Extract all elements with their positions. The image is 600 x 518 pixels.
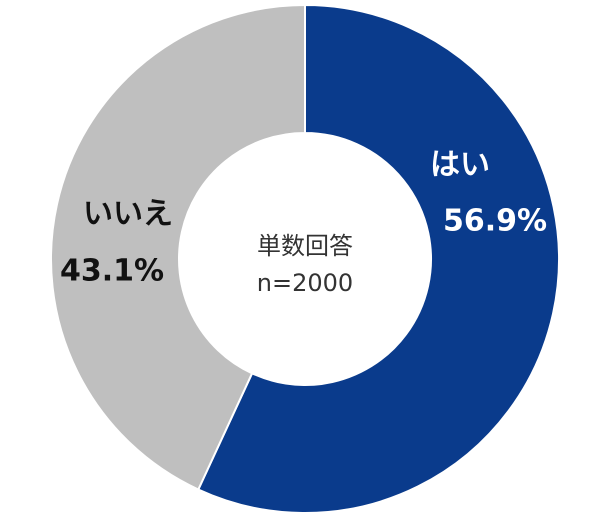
slice xyxy=(196,3,560,514)
center-text: 単数回答 xyxy=(257,232,353,260)
slice-label: はい xyxy=(430,148,490,183)
value-label: 43.1% xyxy=(60,254,164,289)
slice xyxy=(50,3,306,491)
center-text: n=2000 xyxy=(257,269,353,297)
slice-label: いいえ xyxy=(83,197,173,232)
value-label: 56.9% xyxy=(443,204,547,239)
